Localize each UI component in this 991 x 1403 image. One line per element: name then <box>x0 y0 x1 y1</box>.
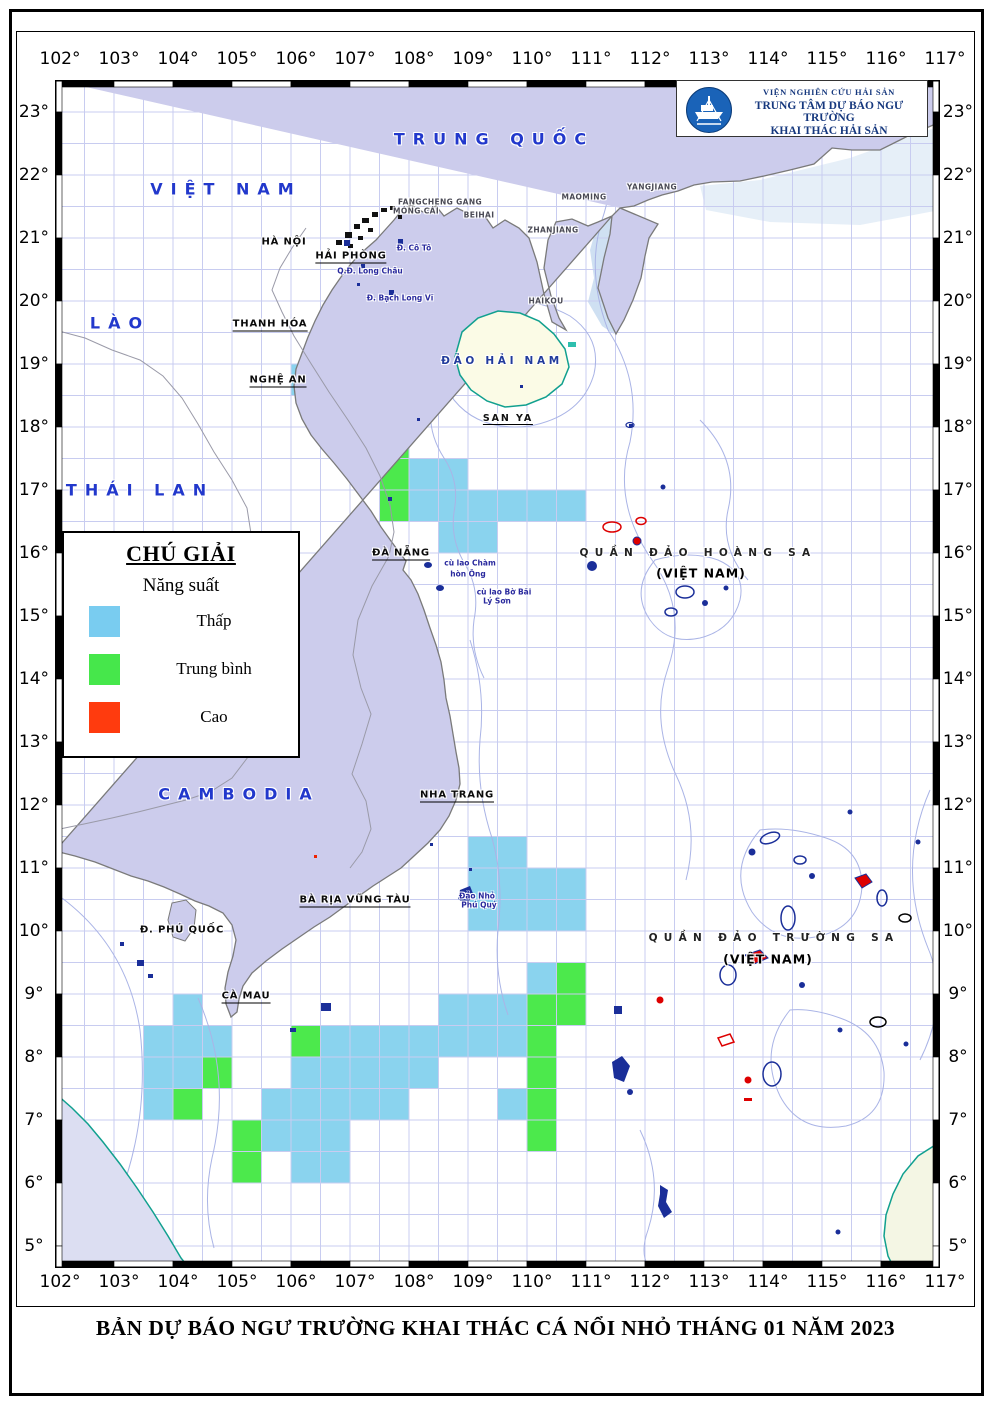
page-inner-border <box>16 31 975 1307</box>
forecast-cell-low <box>143 1057 173 1089</box>
forecast-cell-low <box>497 836 527 868</box>
legend-item: Trung bình <box>64 645 298 693</box>
forecast-cell-medium <box>556 994 586 1026</box>
forecast-cell-low <box>173 994 203 1026</box>
forecast-cell-low <box>379 1088 409 1120</box>
institute-logo-icon <box>686 87 732 133</box>
mainland-coastline <box>55 80 940 1019</box>
forecast-cell-low <box>320 1120 350 1152</box>
forecast-cell-low <box>379 1057 409 1089</box>
forecast-cell-low <box>468 994 498 1026</box>
city-dot-highland <box>314 855 317 858</box>
forecast-cell-low <box>291 1120 321 1152</box>
legend-label-medium: Trung bình <box>176 659 252 678</box>
legend-title: CHÚ GIẢI <box>126 541 236 566</box>
forecast-cell-medium <box>202 1057 232 1089</box>
forecast-cell-low <box>291 1151 321 1183</box>
forecast-cell-low <box>497 1088 527 1120</box>
forecast-cell-low <box>497 868 527 900</box>
legend-label-high: Cao <box>200 707 228 726</box>
forecast-cell-medium <box>527 1025 557 1057</box>
legend-item: Cao <box>64 693 298 741</box>
borneo-coast <box>883 1141 940 1268</box>
forecast-cell-low <box>497 899 527 931</box>
forecast-cell-low <box>409 458 439 490</box>
legend-subtitle: Năng suất <box>142 575 220 596</box>
legend-swatch-high <box>89 702 120 733</box>
forecast-cell-low <box>350 1057 380 1089</box>
forecast-cell-low <box>143 1088 173 1120</box>
forecast-cell-low <box>438 1025 468 1057</box>
paracel-islands <box>587 421 729 617</box>
forecast-cell-medium <box>527 1088 557 1120</box>
phu-quoc-island <box>167 899 197 942</box>
legend-swatch-low <box>89 606 120 637</box>
small-offshore-islands <box>120 239 633 1032</box>
forecast-cell-low <box>320 1057 350 1089</box>
forecast-cell-low <box>527 899 557 931</box>
forecast-cell-low <box>556 490 586 522</box>
forecast-cell-low <box>320 1151 350 1183</box>
degree-tick-bars <box>55 80 940 1268</box>
forecast-cell-medium <box>173 1088 203 1120</box>
legend-item: Thấp <box>64 597 298 645</box>
forecast-cell-medium <box>232 1151 262 1183</box>
map-canvas <box>55 80 940 1268</box>
forecast-cell-low <box>497 994 527 1026</box>
forecast-cell-low <box>173 1057 203 1089</box>
forecast-cell-low <box>291 1057 321 1089</box>
thailand-coast <box>55 1091 190 1268</box>
forecast-cell-low <box>527 868 557 900</box>
forecast-cell-low <box>497 490 527 522</box>
ship-hull <box>695 112 723 119</box>
forecast-cell-low <box>409 490 439 522</box>
forecast-cell-low <box>379 1025 409 1057</box>
logo-line3: KHAI THÁC HẢI SẢN <box>770 125 888 137</box>
hainan-ne-islet <box>568 342 576 347</box>
forecast-cell-low <box>261 1120 291 1152</box>
legend-box: CHÚ GIẢI Năng suất Thấp Trung bình Cao <box>62 531 300 758</box>
forecast-cell-medium <box>527 994 557 1026</box>
forecast-cell-low <box>468 521 498 553</box>
forecast-cell-low <box>468 1025 498 1057</box>
logo-line2: TRUNG TÂM DỰ BÁO NGƯ TRƯỜNG <box>754 100 904 124</box>
forecast-cell-low <box>438 458 468 490</box>
hainan-island <box>454 310 570 408</box>
forecast-cell-low <box>497 1025 527 1057</box>
forecast-cell-medium <box>232 1120 262 1152</box>
institute-logo-box: VIỆN NGHIÊN CỨU HẢI SẢN TRUNG TÂM DỰ BÁO… <box>676 80 928 137</box>
forecast-cell-low <box>527 490 557 522</box>
forecast-cell-low <box>409 1057 439 1089</box>
forecast-cell-low <box>468 490 498 522</box>
forecast-cell-low <box>291 1088 321 1120</box>
forecast-cell-low <box>556 899 586 931</box>
forecast-cell-low <box>350 1088 380 1120</box>
forecast-cell-low <box>320 1088 350 1120</box>
legend-label-low: Thấp <box>196 611 232 630</box>
legend-swatch-medium <box>89 654 120 685</box>
forecast-cell-low <box>350 1025 380 1057</box>
forecast-cell-low <box>202 1025 232 1057</box>
forecast-cell-low <box>261 1088 291 1120</box>
forecast-cell-medium <box>379 490 409 522</box>
forecast-cell-low <box>320 1025 350 1057</box>
forecast-cell-low <box>527 962 557 994</box>
forecast-cell-low <box>143 1025 173 1057</box>
page-outer-border <box>9 9 984 1396</box>
forecast-cell-low <box>438 994 468 1026</box>
forecast-cell-low <box>173 1025 203 1057</box>
map-title: BẢN DỰ BÁO NGƯ TRƯỜNG KHAI THÁC CÁ NỔI N… <box>95 1316 896 1340</box>
forecast-cell-low <box>409 1025 439 1057</box>
forecast-cell-medium <box>527 1057 557 1089</box>
forecast-cell-low <box>468 899 498 931</box>
map-frame-line <box>55 80 940 1268</box>
spratly-islands <box>612 809 921 1235</box>
forecast-cell-medium <box>556 962 586 994</box>
forecast-cell-medium <box>527 1120 557 1152</box>
halong-islands <box>336 206 402 256</box>
forecast-cell-low <box>556 868 586 900</box>
logo-line1: VIỆN NGHIÊN CỨU HẢI SẢN <box>763 87 895 97</box>
